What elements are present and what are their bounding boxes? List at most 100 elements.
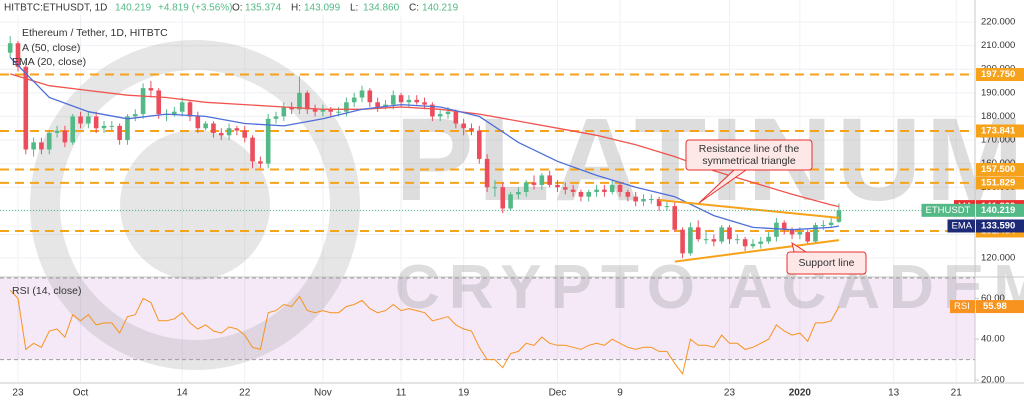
candle-body <box>218 132 224 136</box>
candle-body <box>672 206 678 230</box>
candle-body <box>273 116 279 119</box>
rsi-legend: RSI (14, close) <box>12 285 81 297</box>
candle-body <box>586 191 592 197</box>
legend-ma: A (50, close) <box>22 42 80 54</box>
header-change: +4.819 (+3.56%) <box>158 3 233 14</box>
candle-body <box>31 142 36 150</box>
candle-body <box>328 109 334 112</box>
candle-body <box>476 130 482 159</box>
candle-body <box>398 95 404 103</box>
candle-body <box>15 43 21 67</box>
candle-body <box>695 227 701 240</box>
y-tick-label: 120.000 <box>981 253 1015 264</box>
candle-body <box>78 116 83 124</box>
x-tick-label: 23 <box>724 388 736 399</box>
rsi-name: RSI <box>954 301 970 312</box>
rsi-tick-label: 60.00 <box>981 293 1005 304</box>
candle-body <box>445 111 451 115</box>
level-label: 151.829 <box>981 177 1015 188</box>
level-label-bg <box>976 163 1024 177</box>
candle-body <box>789 229 795 235</box>
x-tick-label: 21 <box>951 388 963 399</box>
rsi-band <box>0 278 975 360</box>
candle-body <box>39 142 44 150</box>
candle-body <box>351 97 357 103</box>
legend: Ethereum / Tether, 1D, HITBTC A (50, clo… <box>12 27 168 297</box>
price-label: 140.219 <box>981 205 1015 216</box>
rsi-line <box>9 289 840 375</box>
level-label-bg <box>976 176 1024 190</box>
candle-body <box>234 128 240 131</box>
rsi-value-label: 55.98 <box>983 301 1007 312</box>
axes: 220.000210.000200.000190.000180.000170.0… <box>12 17 1024 399</box>
candle-body <box>633 196 638 202</box>
candle-body <box>101 125 107 129</box>
candle-body <box>140 88 146 115</box>
candle-body <box>617 184 623 192</box>
candle-body <box>93 116 99 129</box>
x-tick-label: 13 <box>888 388 900 399</box>
x-tick-label: Nov <box>314 388 332 399</box>
header-key: H: <box>291 3 301 14</box>
rsi-tick-label: 20.00 <box>981 374 1005 385</box>
candle-body <box>625 191 631 197</box>
candle-body <box>813 225 818 242</box>
header-value: 134.860 <box>363 3 400 14</box>
candle-body <box>390 95 396 105</box>
candle-body <box>211 123 216 133</box>
candle-body <box>570 189 576 192</box>
y-tick-label: 170.000 <box>981 135 1015 146</box>
x-tick-label: 2020 <box>789 388 812 399</box>
candle-body <box>70 116 76 143</box>
candle-body <box>742 239 748 247</box>
candle-body <box>336 111 341 113</box>
price-label-bg <box>976 203 1024 217</box>
candle-body <box>187 102 193 117</box>
level-label-bg <box>976 124 1024 138</box>
candle-body <box>641 199 646 202</box>
logo-ring <box>30 40 360 370</box>
candle-body <box>758 241 764 244</box>
candle-body <box>344 102 349 112</box>
candle-body <box>821 225 826 227</box>
legend-ema: EMA (20, close) <box>12 56 86 68</box>
candle-body <box>7 43 13 53</box>
candle-body <box>54 130 60 133</box>
trendline <box>674 239 840 263</box>
candle-body <box>664 206 670 208</box>
x-tick-label: 19 <box>458 388 470 399</box>
header-value: 135.374 <box>245 3 282 14</box>
rsi-tick-label: 40.00 <box>981 334 1005 345</box>
candle-body <box>226 128 232 136</box>
candle-body <box>508 194 513 209</box>
y-tick-label: 220.000 <box>981 17 1015 28</box>
candle-body <box>531 182 537 185</box>
level-label: 157.500 <box>981 164 1015 175</box>
header-symbol: HITBTC:ETHUSDT, 1D <box>4 3 107 14</box>
candle-body <box>781 222 787 230</box>
header-key: C: <box>409 3 419 14</box>
price-label-bg <box>976 219 1024 233</box>
candle-body <box>367 90 373 103</box>
candle-body <box>250 137 255 162</box>
candle-body <box>492 187 498 189</box>
candle-body <box>195 116 201 129</box>
candle-body <box>406 99 412 103</box>
rsi-value-bg <box>976 300 1024 314</box>
x-tick-label: 22 <box>239 388 251 399</box>
level-label: 173.841 <box>981 125 1016 136</box>
candle-body <box>602 189 607 192</box>
callout-text: symmetrical triangle <box>702 155 796 167</box>
candle-body <box>62 130 68 143</box>
x-tick-label: 14 <box>177 388 189 399</box>
candle-body <box>656 199 662 207</box>
candle-body <box>258 161 263 164</box>
candle-body <box>766 236 771 242</box>
x-tick-label: Dec <box>549 388 567 399</box>
candle-body <box>539 175 545 185</box>
callout-box <box>685 139 813 171</box>
callout-text: Resistance line of the <box>699 143 800 155</box>
candle-body <box>242 130 248 138</box>
